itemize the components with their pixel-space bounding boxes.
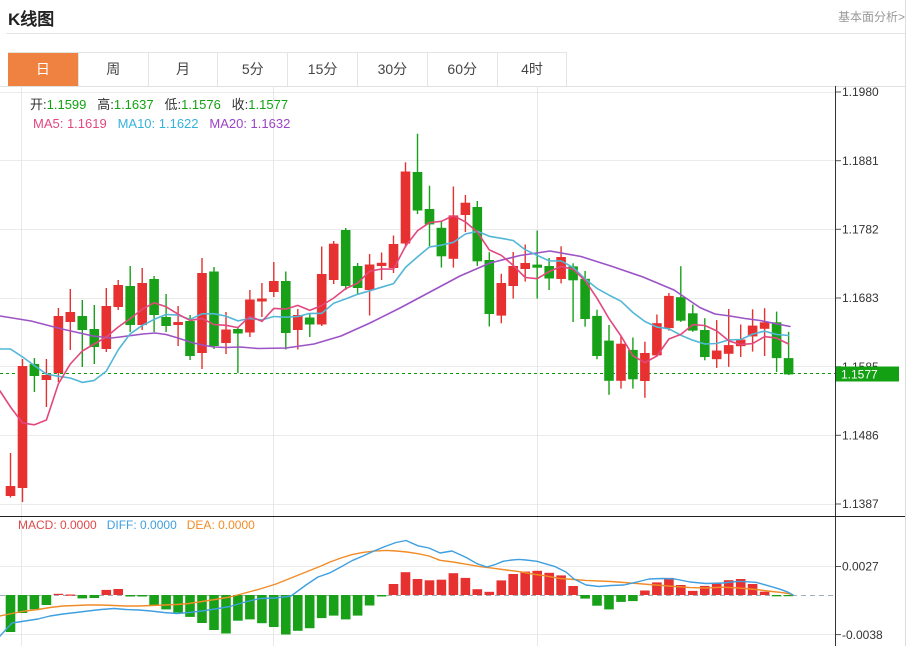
svg-text:1.1683: 1.1683 bbox=[842, 291, 879, 305]
svg-text:1.1980: 1.1980 bbox=[842, 86, 879, 99]
svg-text:1.1486: 1.1486 bbox=[842, 429, 879, 443]
svg-text:1.1782: 1.1782 bbox=[842, 223, 879, 237]
svg-text:0.0027: 0.0027 bbox=[842, 560, 879, 574]
svg-text:-0.0038: -0.0038 bbox=[842, 628, 883, 642]
svg-text:1.1881: 1.1881 bbox=[842, 154, 879, 168]
svg-text:1.1577: 1.1577 bbox=[841, 368, 878, 382]
svg-text:1.1387: 1.1387 bbox=[842, 497, 879, 511]
